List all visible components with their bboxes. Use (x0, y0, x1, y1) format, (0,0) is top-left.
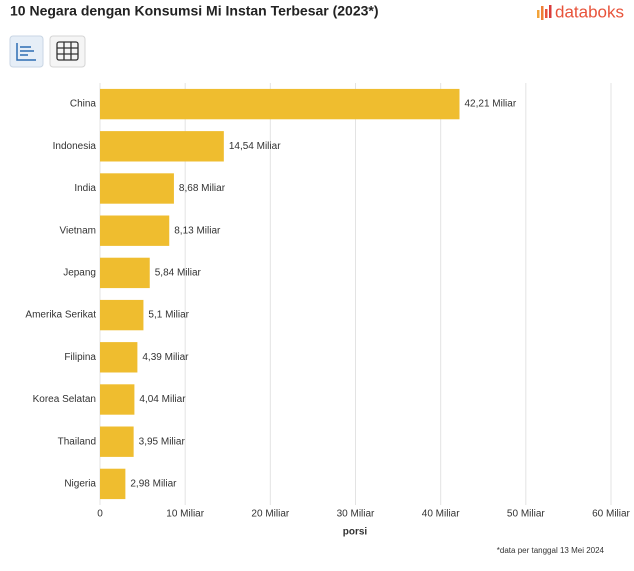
value-label: 2,98 Miliar (130, 479, 177, 490)
value-label: 3,95 Miliar (139, 436, 186, 447)
bar (100, 131, 224, 162)
chart-title: 10 Negara dengan Konsumsi Mi Instan Terb… (10, 3, 379, 19)
x-tick-label: 60 Miliar (592, 509, 630, 520)
y-tick-label: Jepang (63, 268, 96, 279)
y-tick-label: India (74, 183, 96, 194)
y-tick-label: Filipina (64, 352, 96, 363)
x-tick-label: 0 (97, 509, 103, 520)
logo-bar (549, 5, 552, 18)
bar (100, 468, 126, 500)
x-tick-label: 20 Miliar (251, 509, 289, 520)
value-label: 8,13 Miliar (174, 225, 221, 236)
bar (100, 257, 150, 289)
bar (100, 173, 174, 204)
bar (100, 342, 138, 373)
bar (100, 215, 170, 246)
value-label: 42,21 Miliar (464, 99, 516, 110)
x-tick-label: 10 Miliar (166, 509, 204, 520)
logo-bar (545, 9, 548, 18)
bar (100, 88, 460, 120)
footnote: *data per tanggal 13 Mei 2024 (497, 546, 605, 555)
x-tick-label: 30 Miliar (337, 509, 375, 520)
y-tick-label: Nigeria (64, 479, 96, 490)
bar (100, 384, 135, 415)
bar (100, 426, 134, 457)
y-tick-label: China (70, 99, 97, 110)
value-label: 5,84 Miliar (155, 268, 202, 279)
logo-bar (541, 6, 544, 20)
bar (100, 299, 144, 331)
brand-name: databoks (555, 2, 624, 21)
x-axis-title: porsi (343, 527, 368, 538)
y-tick-label: Korea Selatan (33, 394, 96, 405)
value-label: 4,04 Miliar (139, 394, 186, 405)
x-tick-label: 40 Miliar (422, 509, 460, 520)
logo-bar (537, 10, 540, 18)
chart-view-button[interactable] (9, 35, 44, 68)
value-label: 14,54 Miliar (229, 141, 281, 152)
x-tick-label: 50 Miliar (507, 509, 545, 520)
value-label: 5,1 Miliar (148, 310, 189, 321)
y-tick-label: Vietnam (59, 225, 96, 236)
y-tick-label: Amerika Serikat (25, 310, 96, 321)
table-view-button[interactable] (49, 35, 86, 68)
y-tick-label: Thailand (58, 436, 96, 447)
value-label: 8,68 Miliar (179, 183, 226, 194)
brand-logo: databoks (537, 2, 624, 21)
y-tick-label: Indonesia (53, 141, 97, 152)
value-label: 4,39 Miliar (142, 352, 189, 363)
